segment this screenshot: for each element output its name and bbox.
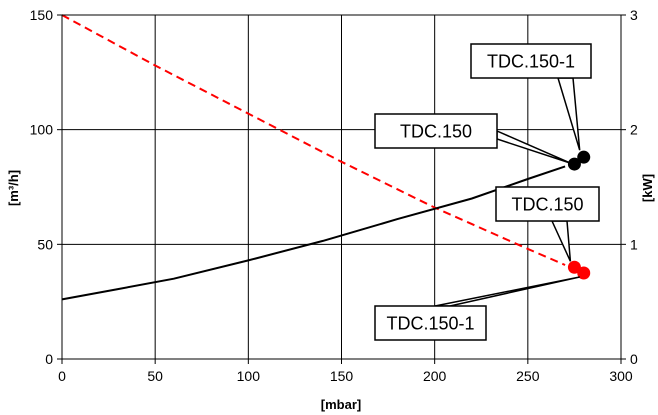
y-right-axis-title: [kW] (640, 174, 655, 202)
x-tick-label: 200 (423, 368, 447, 384)
callout-leader (550, 220, 572, 262)
y-right-tick-label: 2 (630, 122, 638, 138)
y-right-tick-label: 1 (630, 236, 638, 252)
callout-label: TDC.150 (400, 122, 472, 142)
data-point-marker (567, 157, 581, 171)
y-left-tick-label: 100 (30, 122, 54, 138)
callout-label: TDC.150-1 (386, 314, 474, 334)
callout-leader (434, 276, 580, 307)
y-left-tick-label: 150 (30, 7, 54, 23)
y-left-tick-label: 0 (45, 351, 53, 367)
data-point-marker (577, 150, 591, 164)
x-tick-label: 250 (516, 368, 540, 384)
data-point-marker (567, 260, 581, 274)
y-left-axis-title: [m³/h] (6, 170, 21, 206)
callout-box (495, 186, 600, 222)
callout-box (470, 43, 592, 79)
y-right-tick-label: 0 (630, 351, 638, 367)
x-tick-label: 100 (237, 368, 261, 384)
callout-layer: TDC.150-1 TDC.150 TDC.150 TDC.150-1 (374, 43, 600, 341)
callout-label: TDC.150 (511, 195, 583, 215)
x-axis-title: [mbar] (321, 397, 361, 412)
callout-box (374, 305, 487, 341)
x-tick-label: 50 (147, 368, 163, 384)
x-tick-label: 150 (330, 368, 354, 384)
series-line-solid (61, 165, 566, 301)
y-left-tick-label: 50 (37, 236, 53, 252)
callout-box (374, 113, 498, 149)
series-line-dashed (61, 14, 566, 266)
callout-leader (496, 129, 571, 164)
callout-label: TDC.150-1 (487, 52, 575, 72)
x-tick-label: 0 (58, 368, 66, 384)
callout-leader (556, 77, 581, 151)
y-right-tick-label: 3 (630, 7, 638, 23)
marker-layer (567, 150, 591, 280)
series-layer (61, 14, 566, 301)
data-point-marker (577, 266, 591, 280)
x-tick-label: 300 (609, 368, 633, 384)
